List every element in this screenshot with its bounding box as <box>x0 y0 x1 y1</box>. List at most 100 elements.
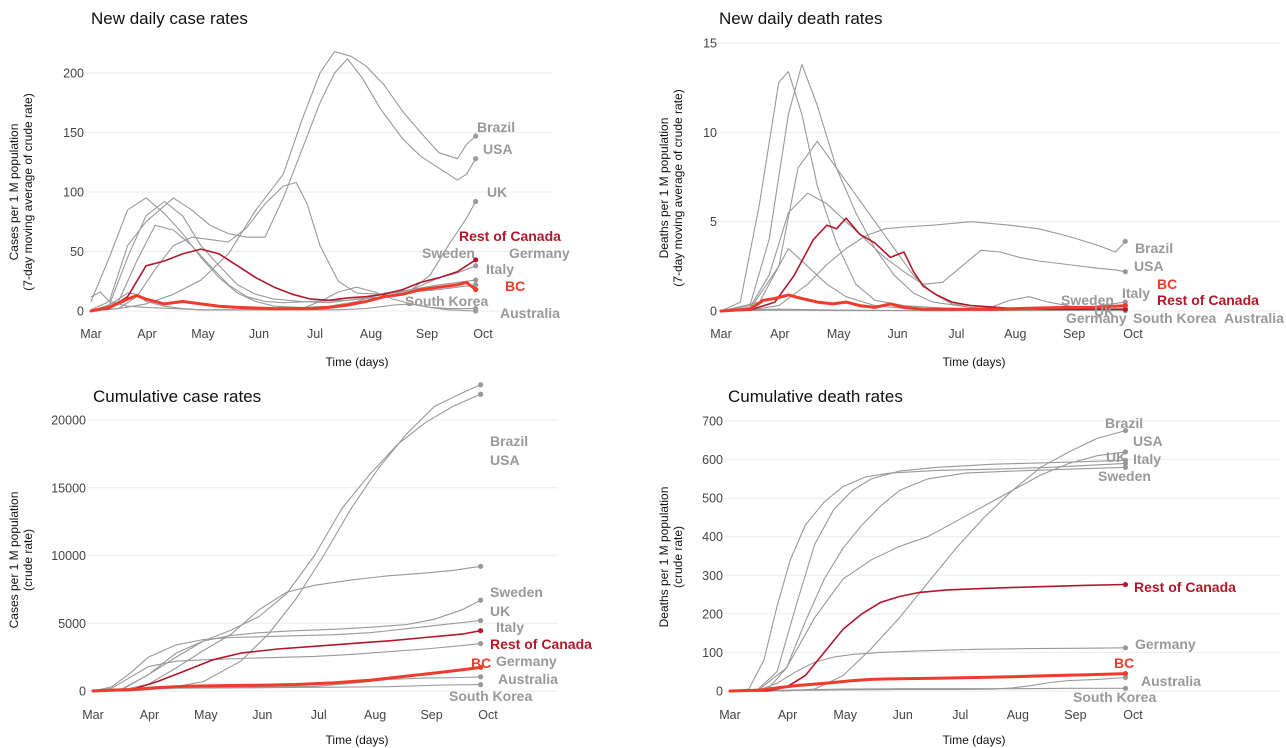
series-line-uk <box>720 63 1126 312</box>
end-label-south-korea: South Korea <box>1073 689 1156 705</box>
y-tick-label: 50 <box>70 245 84 259</box>
y-tick-label: 200 <box>63 67 84 81</box>
x-tick-label: May <box>827 327 851 341</box>
cum-cases-panel: Cumulative case rates 0 5000 10000 15000 2000… <box>7 382 592 747</box>
end-label-usa: USA <box>1133 433 1163 449</box>
series-line-sweden <box>92 565 482 692</box>
x-tick-label: Jul <box>311 708 327 722</box>
y-tick-label: 100 <box>702 646 723 660</box>
x-tick-label: Oct <box>1123 327 1143 341</box>
y-axis-title-line: (crude rate) <box>21 529 35 591</box>
end-label-uk: UK <box>490 603 510 619</box>
y-tick-label: 400 <box>702 530 723 544</box>
end-label-usa: USA <box>483 141 513 157</box>
series-end-point-sweden <box>473 263 479 269</box>
y-tick-label: 10000 <box>51 549 86 563</box>
series-line-usa <box>729 451 1127 692</box>
series-line-bc <box>91 665 483 693</box>
series-end-point-uk <box>473 198 479 205</box>
end-label-italy: Italy <box>486 261 514 277</box>
end-label-rest-of-canada: Rest of Canada <box>1157 292 1259 308</box>
end-label-south-korea: South Korea <box>1133 310 1216 326</box>
x-tick-label: Apr <box>140 708 159 722</box>
series-line-sweden <box>729 466 1127 692</box>
series-end-point-germany <box>1122 645 1129 651</box>
end-label-germany: Germany <box>496 653 557 669</box>
series-end-point-usa <box>478 391 484 397</box>
series-end-point-australia <box>478 674 484 680</box>
series-end-point-germany <box>478 640 484 647</box>
x-tick-label: Jun <box>893 708 913 722</box>
series-line-germany <box>729 647 1127 692</box>
series-end-point-usa <box>1122 449 1129 455</box>
y-axis-title-line: (7-day moving average of crude rate) <box>21 93 35 290</box>
x-tick-label: Jul <box>952 708 968 722</box>
series-end-point-brazil <box>1122 238 1128 244</box>
series-line-brazil <box>90 51 477 312</box>
series-end-point-rest-of-canada <box>1122 581 1129 588</box>
series-line-italy <box>729 462 1127 692</box>
series-line-bc <box>728 672 1127 693</box>
series-end-point-bc <box>478 664 484 670</box>
y-tick-label: 600 <box>702 453 723 467</box>
series-end-point-brazil <box>473 133 479 139</box>
end-label-usa: USA <box>1134 258 1164 274</box>
x-tick-label: Apr <box>770 327 789 341</box>
daily-cases-panel: New daily case rates 0 50 100 150 200 Mar Apr Ma… <box>7 9 570 369</box>
x-tick-label: Oct <box>473 327 493 341</box>
x-tick-label: Aug <box>1004 327 1026 341</box>
series-line-south-korea <box>729 687 1127 692</box>
y-tick-label: 5 <box>710 215 717 229</box>
x-tick-label: May <box>191 327 215 341</box>
end-label-australia: Australia <box>1224 310 1284 326</box>
x-tick-label: May <box>194 708 218 722</box>
y-axis-title-line: Deaths per 1 M population <box>657 487 671 628</box>
series-line-rest-of-canada <box>729 583 1127 692</box>
series-end-point-bc <box>473 286 479 293</box>
series-line-brazil <box>729 430 1127 692</box>
x-axis-title: Time (days) <box>943 733 1006 747</box>
end-label-australia: Australia <box>1141 673 1201 689</box>
daily-deaths-title: New daily death rates <box>719 9 882 28</box>
series-end-point-bc <box>1122 671 1129 677</box>
y-tick-label: 10 <box>703 126 717 140</box>
x-tick-label: Apr <box>778 708 797 722</box>
x-tick-label: Jun <box>252 708 272 722</box>
x-tick-label: Aug <box>360 327 382 341</box>
x-tick-label: Mar <box>719 708 741 722</box>
y-axis-title: Deaths per 1 M population(7-day moving a… <box>657 89 685 286</box>
series-line-rest-of-canada <box>90 248 477 312</box>
series-end-point-sweden <box>478 563 484 569</box>
end-label-sweden: Sweden <box>1098 468 1151 484</box>
series-line-rest-of-canada <box>720 217 1127 312</box>
series-line-germany <box>92 643 482 692</box>
end-label-sweden: Sweden <box>490 584 543 600</box>
x-axis-title: Time (days) <box>326 733 389 747</box>
series-end-point-rest-of-canada <box>473 257 479 263</box>
y-tick-label: 300 <box>702 569 723 583</box>
x-axis-title: Time (days) <box>943 355 1006 369</box>
series-line-rest-of-canada <box>92 629 482 692</box>
y-axis-title: Deaths per 1 M population(crude rate) <box>657 487 685 628</box>
end-label-south-korea: South Korea <box>405 293 488 309</box>
end-label-rest-of-canada: Rest of Canada <box>490 636 592 652</box>
x-tick-label: Sep <box>1063 327 1085 341</box>
end-label-usa: USA <box>490 452 520 468</box>
y-tick-label: 0 <box>716 685 723 699</box>
x-tick-label: Sep <box>420 708 442 722</box>
x-tick-label: Oct <box>1123 708 1143 722</box>
end-label-italy: Italy <box>1133 451 1161 467</box>
daily-deaths-panel: New daily death rates 0 5 10 15 Mar Apr May Jun J… <box>657 9 1284 369</box>
end-label-south-korea: South Korea <box>449 688 532 704</box>
series-end-point-usa <box>473 156 479 162</box>
end-label-bc: BC <box>1157 276 1177 292</box>
end-label-sweden: Sweden <box>422 245 475 261</box>
x-tick-label: Oct <box>478 708 498 722</box>
y-axis-title-line: (crude rate) <box>671 526 685 588</box>
x-tick-label: Jun <box>887 327 907 341</box>
series-line-usa <box>90 58 477 311</box>
end-label-uk: UK <box>487 184 507 200</box>
series-line-usa <box>92 393 482 692</box>
end-label-germany: Germany <box>509 245 570 261</box>
